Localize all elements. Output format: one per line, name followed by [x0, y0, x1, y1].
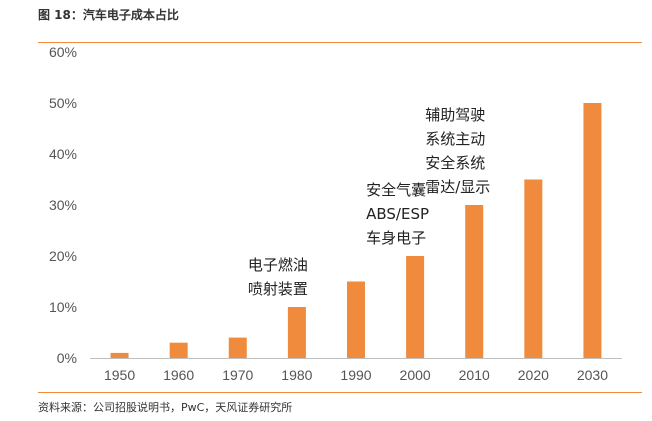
x-tick-label: 1960 [163, 367, 194, 383]
y-tick-label: 60% [49, 44, 77, 60]
annotation-line: 电子燃油 [248, 256, 308, 274]
source-divider [38, 392, 642, 393]
annotation-line: 喷射装置 [248, 280, 308, 298]
figure-title: 图 18：汽车电子成本占比 [38, 8, 179, 22]
x-tick-label: 1990 [340, 367, 371, 383]
annotation-line: 辅助驾驶 [425, 106, 485, 124]
bar-1990 [347, 281, 365, 358]
bar-2010 [465, 205, 484, 358]
bar-1970 [228, 337, 247, 358]
x-axis-ticks: 1950 1960 1970 1980 1990 2000 2010 2020 2030 [104, 367, 608, 383]
y-tick-label: 30% [49, 197, 77, 213]
bar-1950 [110, 352, 129, 358]
annotation-line: ABS/ESP [366, 205, 429, 223]
y-tick-label: 50% [49, 95, 77, 111]
annotation-line: 车身电子 [366, 229, 426, 247]
bar-1980 [287, 307, 306, 358]
x-tick-label: 2030 [577, 367, 608, 383]
bar-2020 [524, 179, 543, 358]
x-tick-label: 1980 [281, 367, 312, 383]
annotation-line: 安全系统 [425, 154, 485, 172]
source-note: 资料来源：公司招股说明书，PwC，天风证券研究所 [38, 401, 293, 414]
bar-series [110, 103, 602, 358]
y-tick-label: 10% [49, 299, 77, 315]
y-tick-label: 0% [57, 350, 77, 366]
annotation-line: 安全气囊 [366, 181, 426, 199]
annotation-line: 雷达/显示 [425, 178, 490, 196]
title-divider [38, 42, 642, 43]
y-axis-ticks: 0% 10% 20% 30% 40% 50% 60% [49, 44, 77, 366]
x-tick-label: 1950 [104, 367, 135, 383]
x-tick-label: 1970 [222, 367, 253, 383]
bar-2030 [583, 103, 602, 358]
x-tick-label: 2010 [459, 367, 490, 383]
y-tick-label: 20% [49, 248, 77, 264]
bar-1960 [169, 342, 188, 358]
x-tick-label: 2000 [400, 367, 431, 383]
bar-2000 [406, 256, 425, 358]
annotation-line: 系统主动 [425, 130, 485, 148]
y-tick-label: 40% [49, 146, 77, 162]
x-tick-label: 2020 [518, 367, 549, 383]
